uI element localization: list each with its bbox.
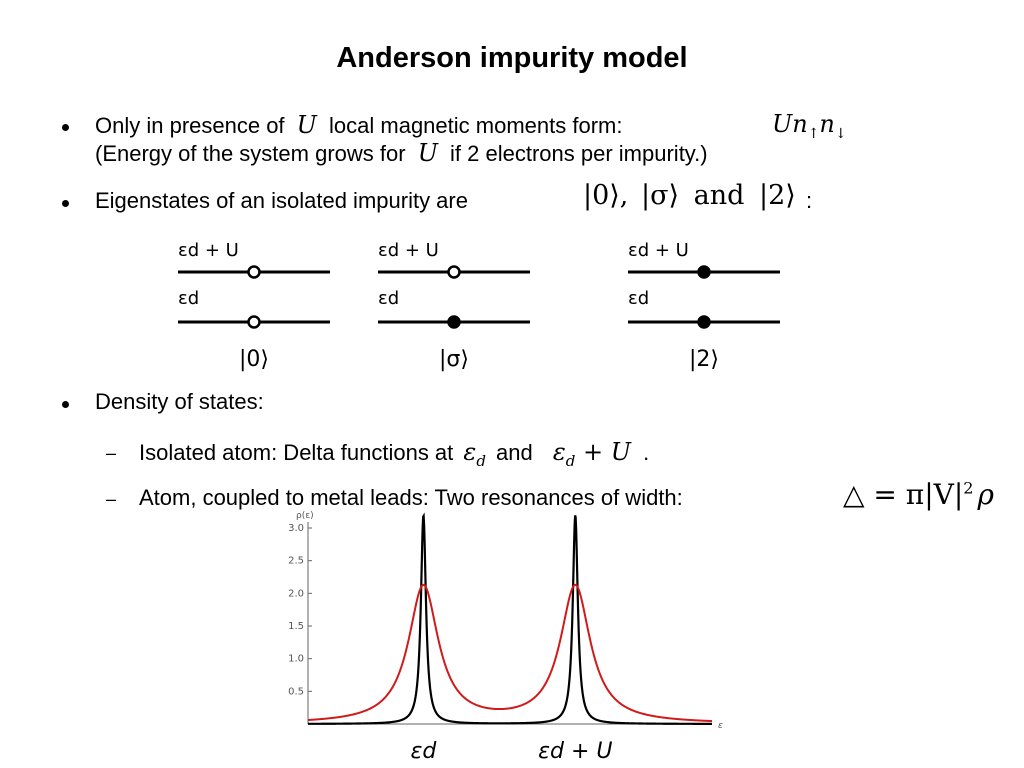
hubbard-term-Un: Un	[772, 110, 808, 138]
electron-filled	[697, 315, 711, 329]
y-tick-label: 3.0	[288, 523, 304, 534]
hubbard-term-n: n	[819, 110, 835, 138]
bullet-dot	[62, 401, 69, 408]
bullet-1-text: local magnetic moments form:	[329, 113, 623, 138]
y-axis-label: ρ(ε)	[296, 511, 314, 521]
level-label-lower: εd	[628, 288, 649, 309]
y-tick-label: 2.0	[288, 588, 304, 599]
state-ket-label: |0⟩	[239, 347, 269, 372]
ket-2: |2⟩	[759, 180, 796, 211]
sub-bullet-1-text: Isolated atom: Delta functions at	[139, 440, 454, 465]
formula-exponent: 2	[963, 478, 974, 498]
formula-main: △ = π|V|	[843, 478, 964, 511]
sub-bullet-1-period: .	[643, 440, 650, 465]
x-marker-label: εd	[410, 739, 437, 764]
resonance-series	[307, 583, 713, 723]
bullet-1-text: (Energy of the system grows for	[95, 141, 406, 166]
electron-filled	[447, 315, 461, 329]
symbol-epsilon-d-plus-U: εd + U	[552, 438, 631, 470]
bullet-2: Eigenstates of an isolated impurity are	[95, 188, 468, 214]
level-label-upper: εd + U	[628, 240, 689, 261]
level-label-lower: εd	[178, 288, 199, 309]
dos-chart: ρ(ε) ε 0.5 1.0 1.5 2.0 2.5 3.0 εd εd + U	[270, 506, 740, 768]
symbol-U: U	[296, 111, 317, 139]
bullet-3: Density of states:	[95, 389, 264, 414]
electron-empty	[247, 265, 261, 279]
symbol-epsilon-d: εd	[463, 438, 486, 470]
spin-down-sub: ↓	[834, 125, 847, 142]
dash-marker: –	[106, 443, 117, 463]
bullet-dot	[62, 200, 69, 207]
energy-level-diagram: εd + U εd |0⟩ εd + U εd |σ⟩ εd + U εd |2⟩	[178, 240, 780, 372]
state-ket-label: |2⟩	[689, 347, 719, 372]
and-word: and	[693, 180, 745, 211]
sub-bullet-1-and: and	[496, 440, 533, 465]
electron-empty	[447, 265, 461, 279]
symbol-U: U	[417, 139, 438, 167]
eigenstate-kets: |0⟩, |σ⟩ and |2⟩	[583, 180, 796, 211]
formula-rho: ρ	[977, 478, 994, 511]
bullet-1-line-1: Only in presence of U local magnetic mom…	[95, 112, 622, 139]
sub-bullet-2: Atom, coupled to metal leads: Two resona…	[139, 485, 683, 510]
bullet-2-text: Eigenstates of an isolated impurity are	[95, 188, 468, 213]
level-label-upper: εd + U	[178, 240, 239, 261]
bullet-1-line-2: (Energy of the system grows for U if 2 e…	[95, 140, 708, 167]
electron-empty	[247, 315, 261, 329]
y-tick-label: 1.0	[288, 654, 304, 665]
state-ket-label: |σ⟩	[439, 347, 469, 372]
bullet-dot	[62, 124, 69, 131]
spin-up-sub: ↑	[807, 125, 820, 142]
ket-0: |0⟩,	[583, 180, 629, 211]
x-axis-label: ε	[718, 721, 723, 731]
y-tick-label: 0.5	[288, 686, 304, 697]
bullet-1-text: Only in presence of	[95, 113, 285, 138]
x-marker-label: εd + U	[538, 739, 612, 764]
y-tick-label: 2.5	[288, 556, 304, 567]
hubbard-term: Un↑n↓	[772, 110, 847, 142]
delta-peaks-series	[308, 512, 712, 725]
electron-filled	[697, 265, 711, 279]
dash-marker: –	[106, 489, 117, 509]
bullet-1-text: if 2 electrons per impurity.)	[450, 141, 708, 166]
level-label-upper: εd + U	[378, 240, 439, 261]
y-tick-label: 1.5	[288, 621, 304, 632]
ket-sigma: |σ⟩	[641, 180, 680, 211]
level-label-lower: εd	[378, 288, 399, 309]
page-title: Anderson impurity model	[336, 42, 688, 74]
width-formula: △ = π|V|2 ρ	[843, 478, 994, 511]
bullet-2-colon: :	[806, 188, 813, 213]
sub-bullet-1: Isolated atom: Delta functions at εd and…	[139, 439, 649, 474]
